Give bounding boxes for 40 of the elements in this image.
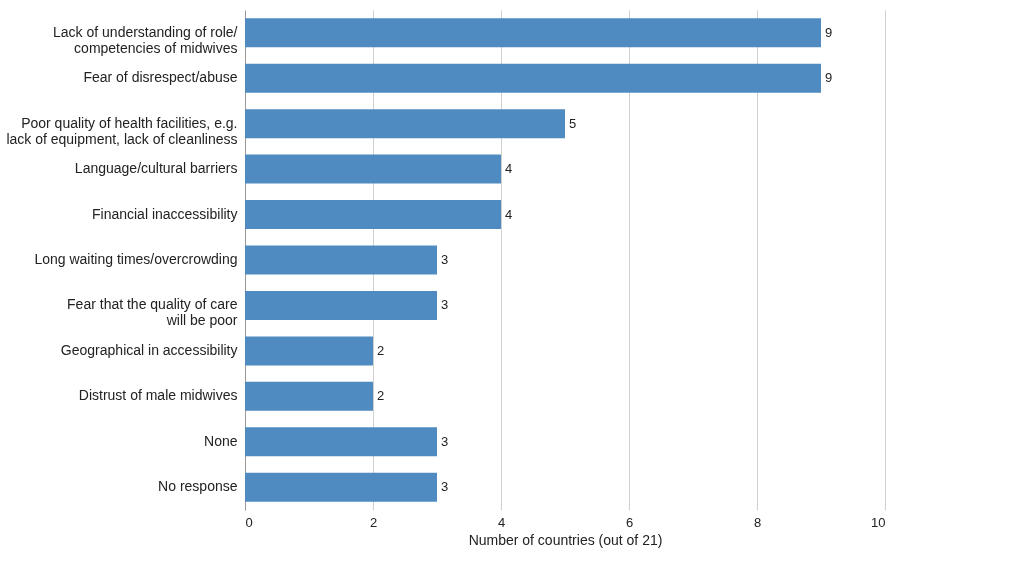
data-label: 3 (441, 297, 449, 313)
y-tick-label: None (204, 432, 238, 449)
bar (245, 200, 501, 230)
bar (245, 154, 501, 184)
bar (245, 381, 373, 411)
data-label: 9 (825, 24, 833, 40)
data-label: 4 (505, 161, 513, 177)
x-tick-label: 2 (369, 514, 378, 530)
data-label: 5 (569, 115, 577, 131)
y-tick-label: Geographical in accessibility (60, 341, 238, 358)
y-tick-label: No response (158, 478, 238, 495)
data-label: 3 (441, 479, 449, 495)
y-tick-label: Lack of understanding of role/ competencies of midwives (53, 23, 238, 56)
x-tick-label: 4 (497, 514, 506, 530)
y-tick-label: Distrust of male midwives (78, 387, 238, 404)
bar (245, 18, 821, 48)
bar (245, 336, 373, 366)
bar (245, 109, 565, 139)
x-tick-label: 8 (753, 514, 762, 530)
bar (245, 427, 437, 457)
y-tick-label: Long waiting times/overcrowding (34, 251, 238, 267)
y-tick-label: Fear of disrespect/abuse (83, 69, 238, 86)
bar (245, 63, 821, 93)
y-tick-label: Financial inaccessibility (91, 205, 238, 222)
data-label: 4 (505, 206, 513, 222)
data-label: 9 (825, 70, 833, 86)
bar (245, 290, 437, 320)
data-label: 3 (441, 433, 449, 449)
y-tick-label: Fear that the quality of care will be poor (67, 296, 238, 329)
y-tick-label: Language/cultural barriers (74, 160, 238, 177)
data-label: 3 (441, 252, 449, 267)
x-axis-title: Number of countries (out of 21) (468, 531, 663, 548)
y-tick-label: Poor quality of health facilities, e.g. lack of equipment, lack of cleanliness (6, 114, 238, 147)
bar (245, 245, 437, 275)
data-label: 2 (377, 342, 385, 358)
x-tick-label: 10 (871, 514, 886, 530)
bar (245, 472, 437, 502)
data-label: 2 (377, 388, 385, 404)
x-tick-label: 6 (625, 514, 634, 530)
x-tick-label: 0 (245, 514, 253, 530)
